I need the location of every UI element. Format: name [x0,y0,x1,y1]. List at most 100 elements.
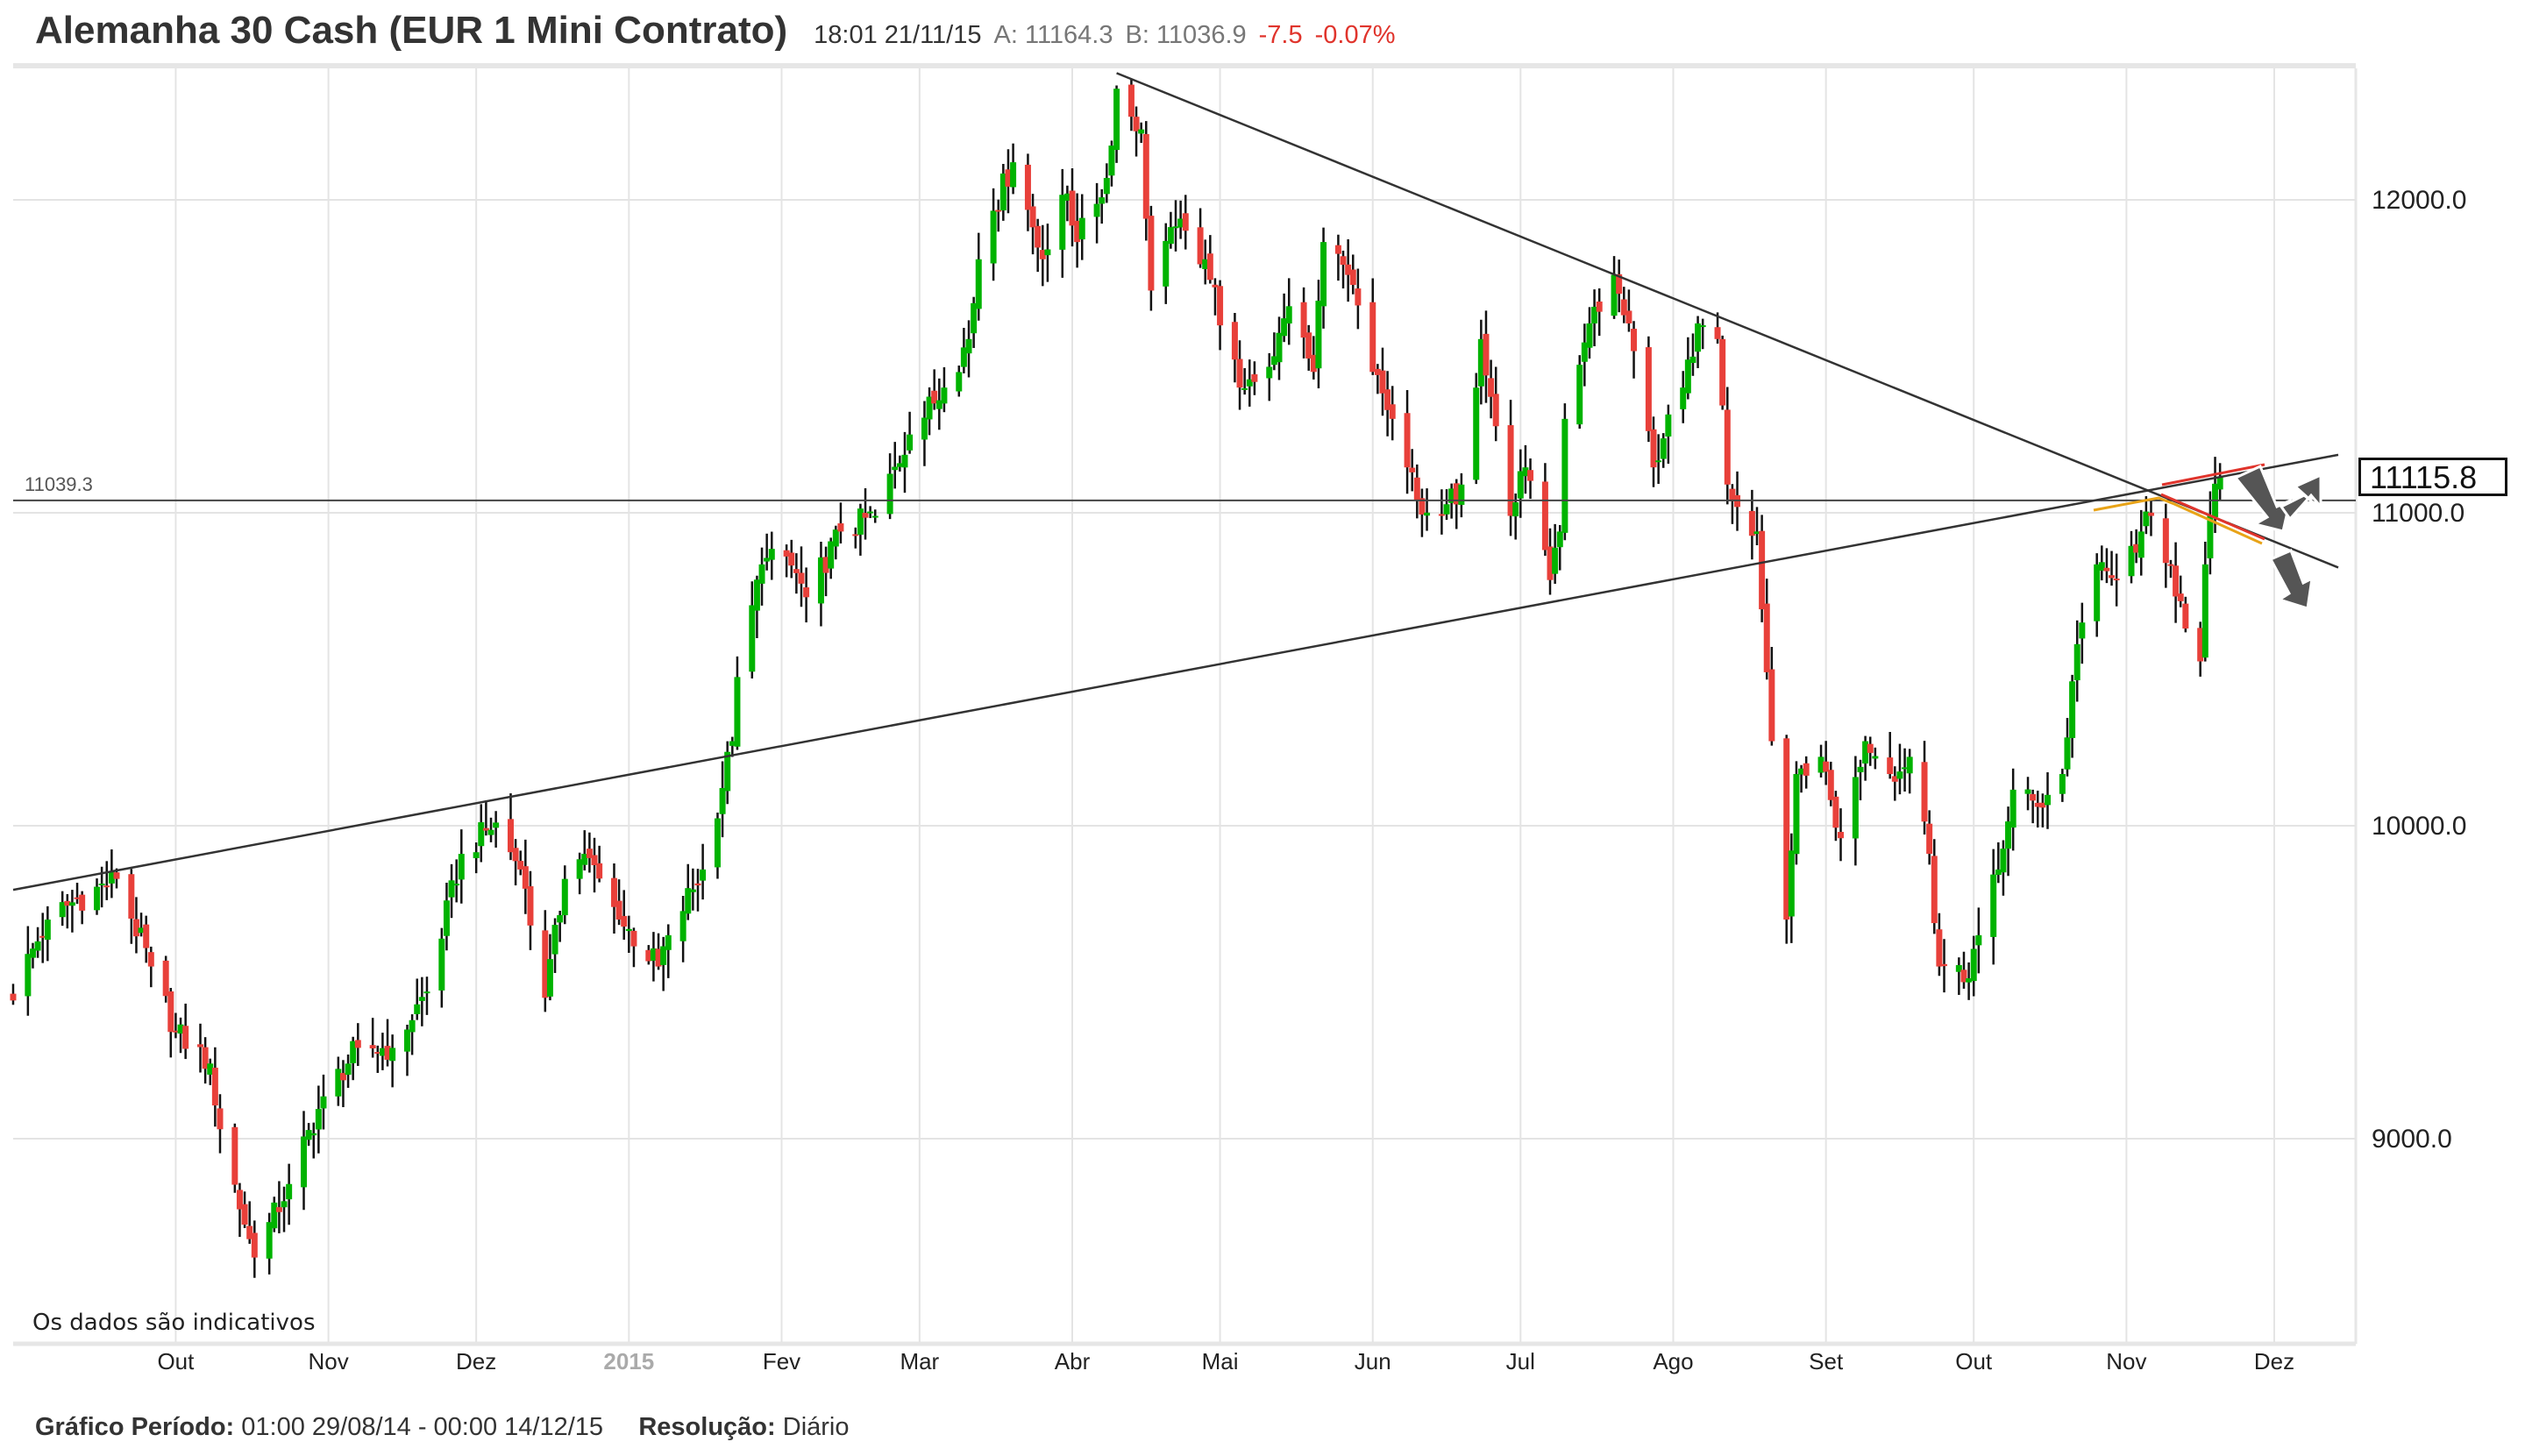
candle-body [1729,488,1736,501]
candle-body [315,1109,322,1130]
x-tick-label: 2015 [603,1348,654,1374]
candle-body [749,605,756,672]
candle-body [132,919,139,937]
candle-body [1108,146,1115,176]
candle-body [1966,978,1973,983]
candle-body [94,886,101,911]
arrow-up-right-icon [2279,472,2322,522]
candle-body [1078,217,1085,240]
candle-body [1645,347,1652,431]
candle-body [1684,359,1691,394]
candle-body [286,1183,293,1200]
candle-body [1655,460,1662,463]
candle-body [975,259,982,309]
candle-body [1197,227,1204,265]
candle-body [1035,225,1042,248]
candle-body [39,935,46,938]
candle-body [689,889,696,892]
candle-body [1167,227,1174,245]
annotation-line-red [2161,463,2265,487]
trendline [1116,72,2339,569]
candle-body [1477,338,1484,387]
candle-body [1620,299,1627,316]
candle-body [44,920,51,941]
candle-body [68,902,75,906]
candle-body [438,938,445,991]
candle-body [1902,767,1909,770]
candle-body [1699,325,1706,328]
candle-body [1527,470,1534,481]
candle-body [2143,511,2150,527]
candle-body [1714,327,1721,339]
candle-body [724,751,731,792]
candle-body [507,819,514,853]
candle-body [1044,249,1051,256]
axes: 12000.0 11000.0 10000.0 9000.0 Out Nov Dez 2015… [157,186,2466,1374]
candle-body [1270,356,1277,366]
candle-body [1334,245,1341,254]
candle-body [1419,498,1426,515]
candle-body [817,557,824,604]
candle-body [1581,342,1588,362]
candle-body [1409,467,1416,472]
candle-body [1310,354,1317,373]
y-tick-label: 12000.0 [2372,186,2466,215]
candle-body [2133,543,2140,553]
candle-body [335,1069,342,1097]
candle-body [1492,394,1499,427]
candle-body [487,829,494,835]
candle-body [2059,774,2066,794]
candle-body [403,1029,410,1052]
candle-body [64,900,71,906]
candle-body [1281,318,1288,337]
candle-body [700,869,707,881]
candle-body [591,855,598,865]
candle-body [788,552,795,566]
candle-body [2201,564,2208,658]
candle-body [990,210,997,264]
candle-body [1650,429,1657,468]
candle-body [275,1207,282,1212]
candle-body [1857,766,1864,772]
candle-body [29,948,36,958]
y-tick-label: 10000.0 [2372,812,2466,841]
candle-body [2039,802,2046,808]
candle-body [241,1204,248,1225]
candle-body [828,541,835,569]
candle-body [2109,575,2116,579]
candle-body [2177,593,2184,601]
candle-body [1832,796,1839,828]
candle-body [1483,333,1490,376]
candle-body [350,1041,357,1063]
candle-body [517,861,524,870]
candle-body [1172,226,1179,229]
candle-body [1202,259,1209,269]
candle-body [2098,562,2105,571]
candle-body [729,741,736,746]
candle-body [965,338,972,354]
arrow-down-right-icon [2233,464,2293,533]
candle-body [832,529,839,547]
candle-body [822,557,829,573]
candle-body [892,466,899,471]
candle-body [128,874,135,919]
candle-body [443,900,450,936]
candle-body [1443,504,1450,515]
candle-body [2207,515,2214,558]
candle-body [1127,84,1134,117]
candle-body [1355,288,1362,306]
candle-body [1206,253,1213,281]
candle-body [1695,323,1702,352]
candle-body [1413,477,1420,501]
candle-body [655,948,662,967]
candle-body [1719,338,1726,406]
y-tick-label: 11000.0 [2372,499,2465,528]
candle-body [1507,425,1514,516]
candle-body [379,1048,386,1056]
candle-body [162,960,169,997]
candle-body [960,347,967,367]
candle-body [79,894,86,911]
candle-body [384,1046,391,1061]
candle-body [1138,129,1145,134]
